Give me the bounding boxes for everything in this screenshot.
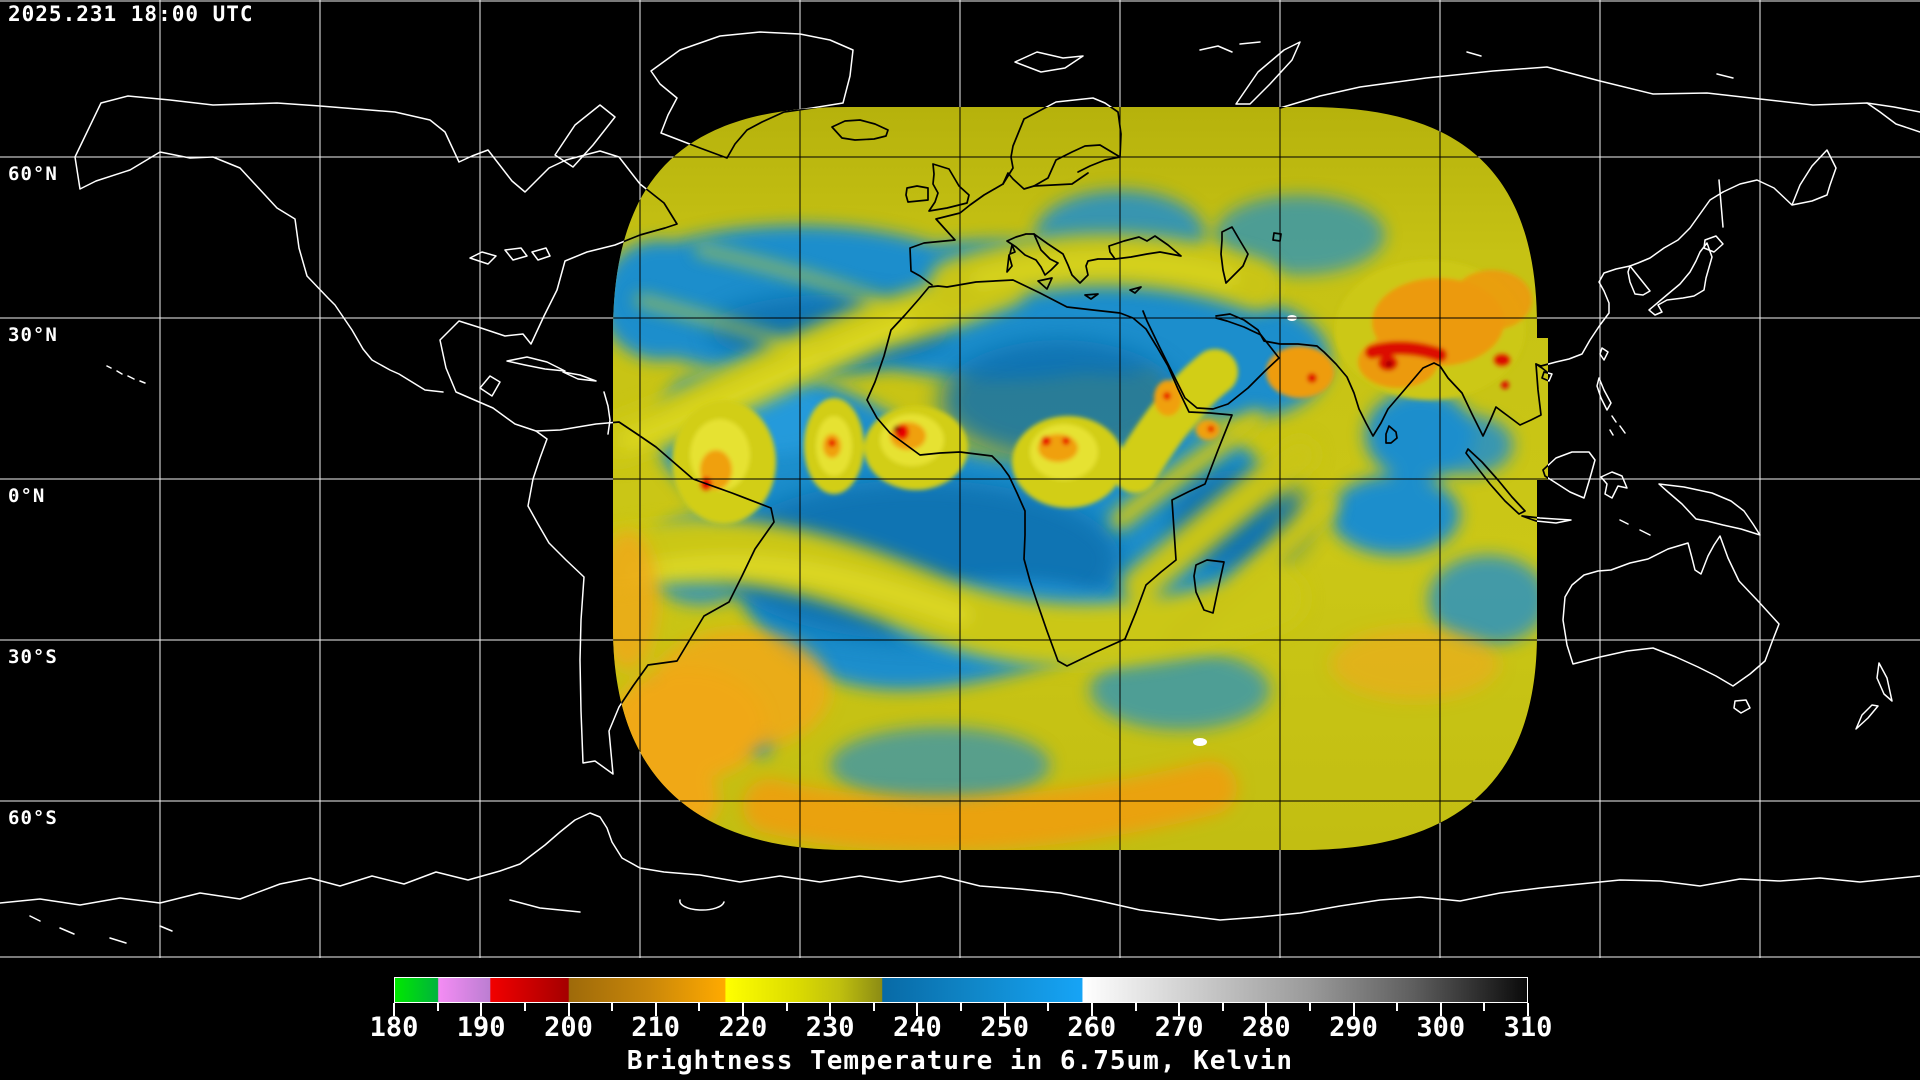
colorbar-tick [698,1003,701,1011]
colorbar-tick-label: 250 [980,1012,1029,1043]
latitude-label: 60°S [8,807,58,829]
colorbar-tick [1439,1003,1442,1016]
colorbar-tick-label: 270 [1154,1012,1204,1043]
colorbar-tick [480,1003,483,1016]
colorbar-title: Brightness Temperature in 6.75um, Kelvin [626,1046,1294,1076]
colorbar-tick [611,1003,614,1011]
colorbar-tick [741,1003,744,1016]
colorbar-tick [1483,1003,1486,1011]
colorbar-tick [960,1003,962,1011]
colorbar-tick [916,1003,919,1016]
swath-convection-clusters [672,260,1532,524]
colorbar-tick [1003,1003,1006,1016]
colorbar-tick-label: 230 [805,1012,855,1043]
colorbar-tick-label: 190 [456,1012,506,1043]
colorbar-tick-label: 180 [369,1012,419,1043]
colorbar-tick [654,1003,657,1016]
colorbar-tick-label: 240 [893,1012,942,1043]
latitude-label: 30°S [8,646,58,668]
colorbar-tick [1352,1003,1355,1016]
colorbar-tick [1308,1003,1311,1011]
latitude-label: 30°N [8,324,58,346]
colorbar-tick [436,1003,439,1011]
colorbar-tick [872,1003,875,1011]
colorbar-tick-label: 290 [1329,1012,1378,1043]
colorbar-tick [1265,1003,1268,1016]
colorbar-tick-label: 210 [631,1012,681,1043]
colorbar-tick [1178,1003,1181,1016]
colorbar-gradient-bar [394,977,1528,1003]
latitude-label: 60°N [8,163,58,185]
colorbar-tick [829,1003,832,1016]
colorbar-tick [1221,1003,1224,1011]
latitude-label: 0°N [8,485,46,507]
colorbar-tick [567,1003,570,1016]
timestamp-label: 2025.231 18:00 UTC [8,2,254,26]
colorbar-tick [1090,1003,1093,1016]
colorbar-tick-label: 300 [1416,1012,1466,1043]
colorbar-tick-label: 260 [1067,1012,1117,1043]
colorbar-tick-label: 200 [544,1012,593,1043]
colorbar-tick [1527,1003,1529,1016]
satellite-swath [613,107,1548,850]
swath-yellow-streaks [613,234,1338,668]
colorbar-tick [785,1003,788,1011]
colorbar-tick [1396,1003,1399,1011]
colorbar-tick [523,1003,526,1011]
colorbar-tick-label: 220 [718,1012,768,1043]
colorbar-tick [1047,1003,1050,1011]
colorbar-tick [1134,1003,1137,1011]
colorbar-tick-label: 280 [1241,1012,1291,1043]
colorbar-tick-label: 310 [1503,1012,1553,1043]
colorbar-tick [393,1003,395,1016]
